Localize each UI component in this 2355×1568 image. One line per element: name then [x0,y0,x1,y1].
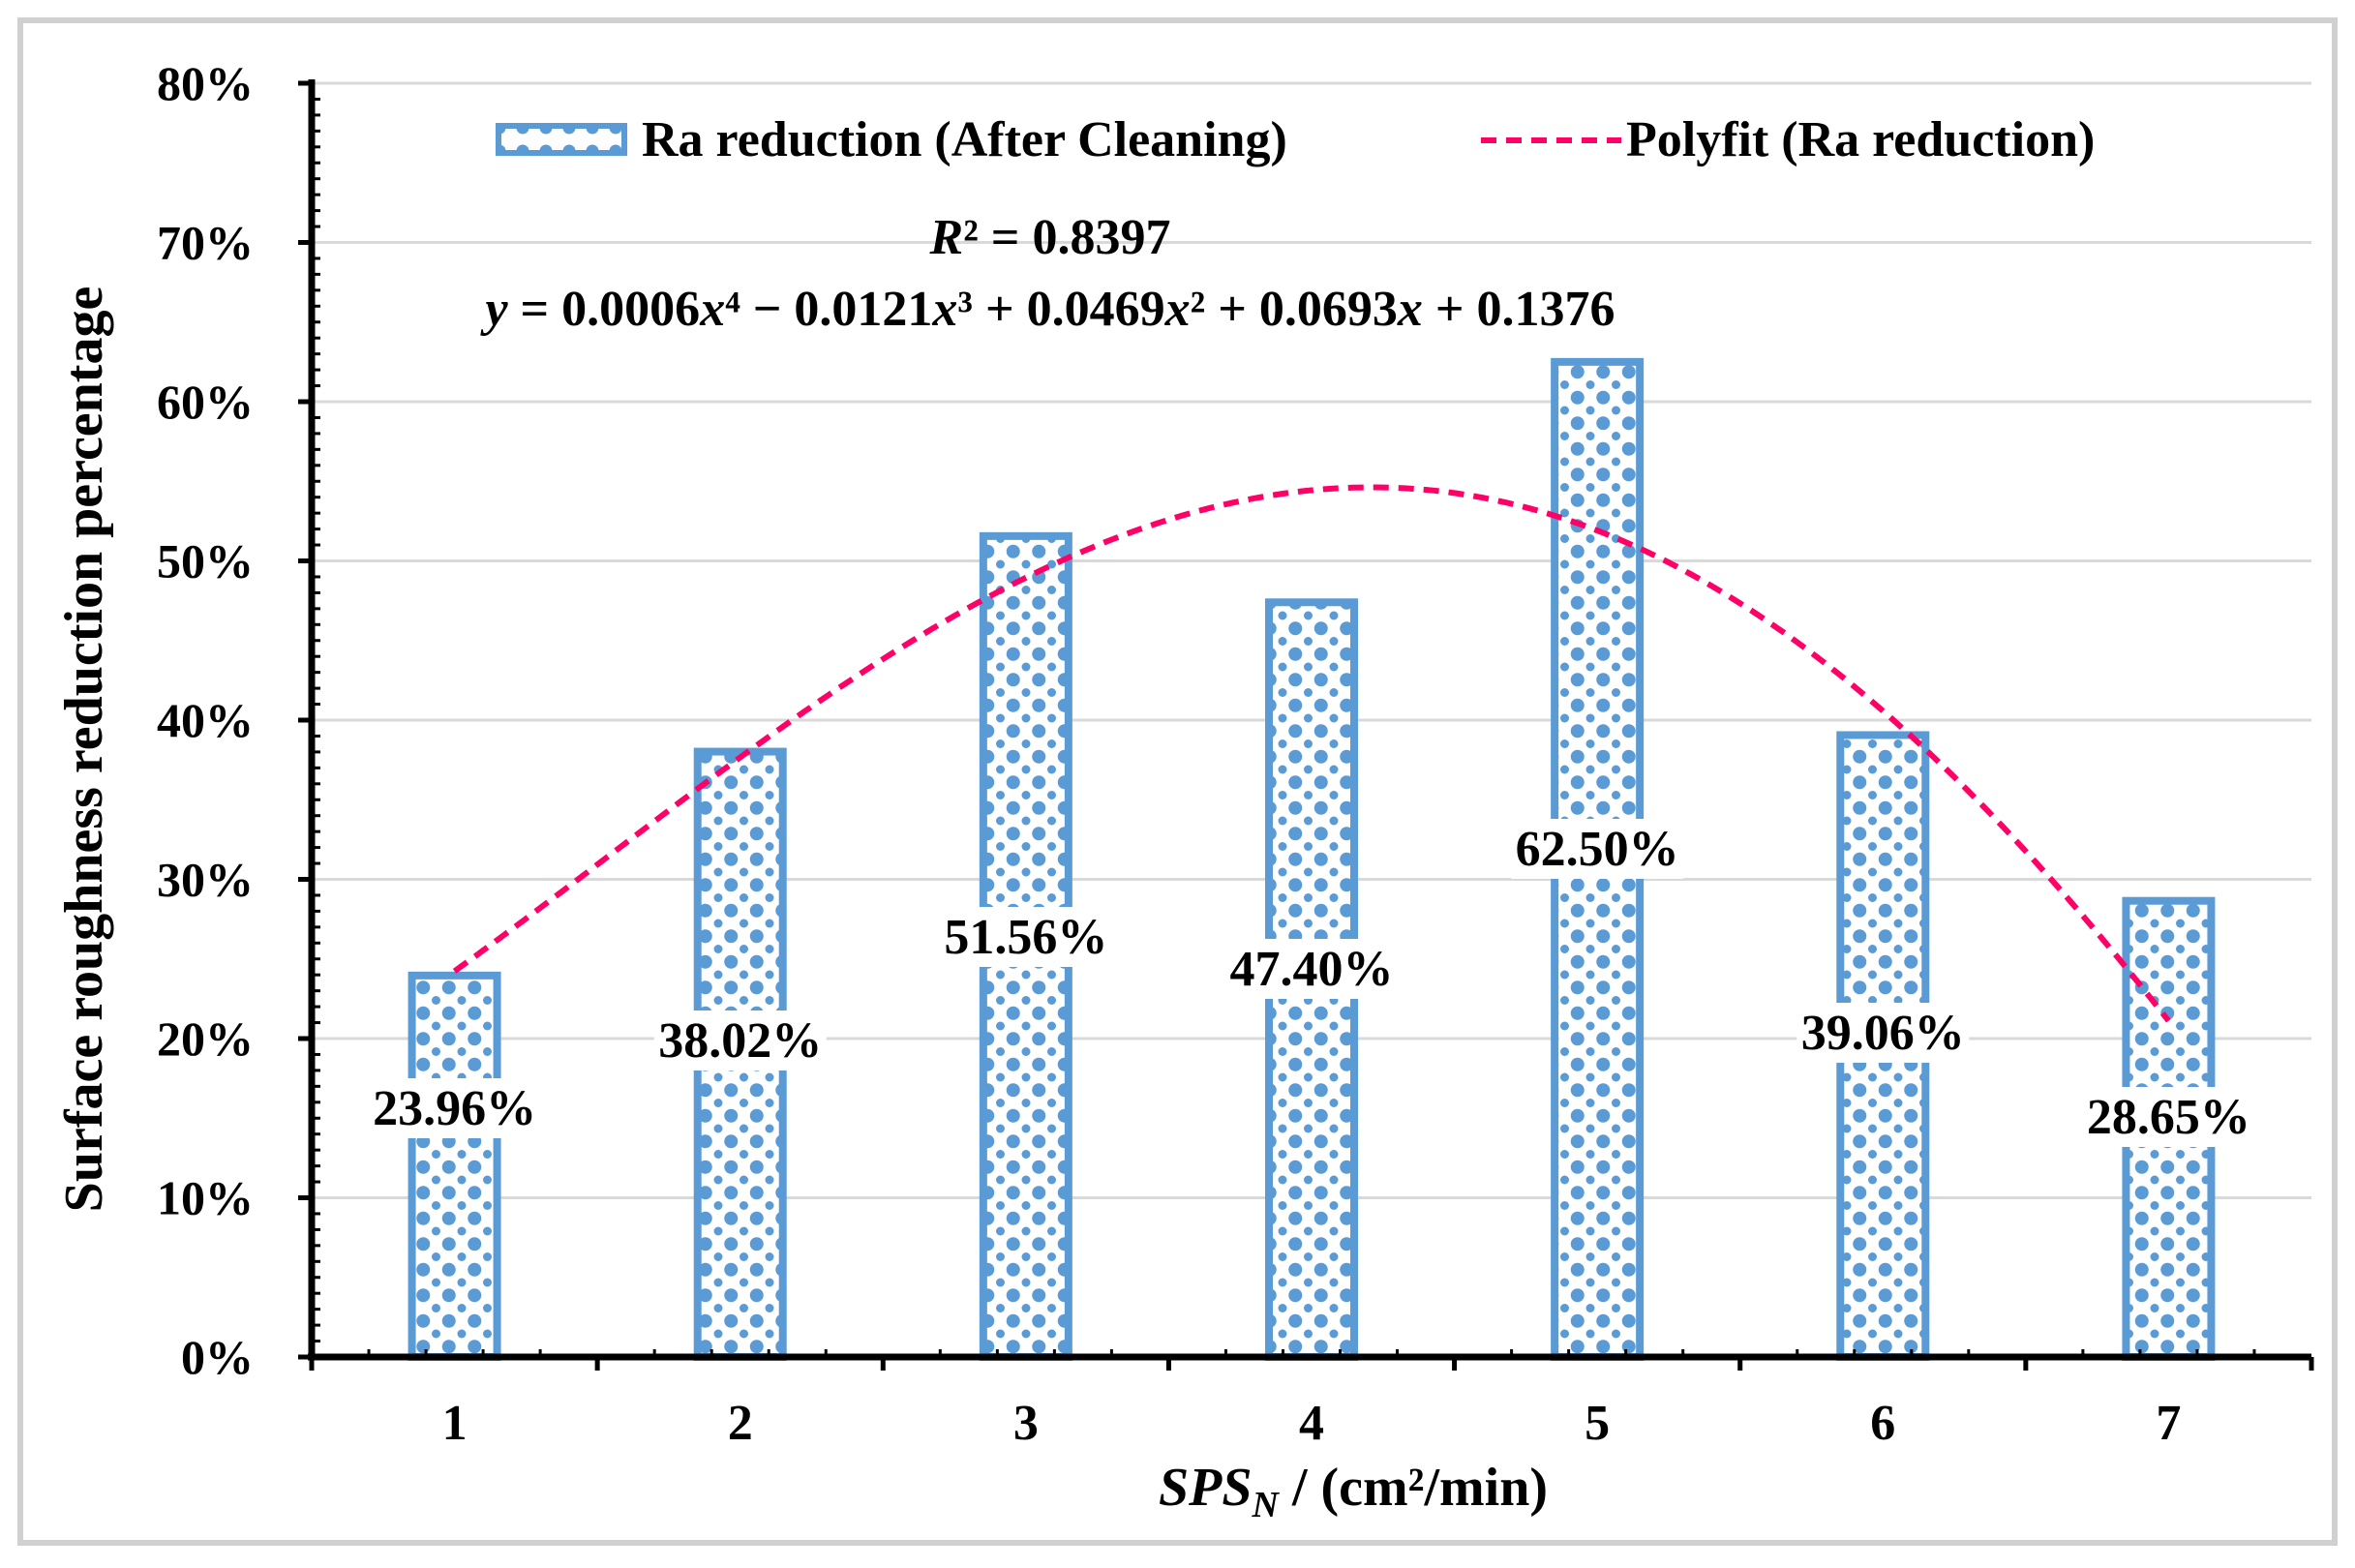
x-axis-label-main: SPS [1159,1458,1253,1518]
x-tick-label: 5 [1585,1396,1610,1451]
x-tick-label: 1 [442,1396,468,1451]
polyfit-trendline [452,484,2171,1023]
equation-term: ³ + 0.0469 [957,282,1164,337]
equation-variable: x [1397,282,1423,337]
legend-swatch-bar [496,123,627,156]
legend-label-trendline: Polyfit (Ra reduction) [1626,112,2095,167]
data-label: 47.40% [1230,942,1394,997]
y-tick-label: 20% [157,1011,254,1066]
y-tick-labels: 0% 10% 20% 30% 40% 50% 60% 70% 80% [157,56,254,1384]
x-tick-labels: 1 2 3 4 5 6 7 [442,1396,2182,1451]
x-tick-label: 3 [1013,1396,1039,1451]
data-label: 28.65% [2087,1090,2250,1145]
equation-variable: x [931,282,957,337]
equation-term: = 0.0006 [508,282,701,337]
equation-term: ² + 0.0693 [1191,282,1398,337]
y-tick-label: 60% [157,375,254,429]
data-label: 39.06% [1801,1006,1965,1061]
x-tick-label: 6 [1870,1396,1895,1451]
x-tick-label: 7 [2156,1396,2181,1451]
trendline-equation: y = 0.0006x⁴ − 0.0121x³ + 0.0469x² + 0.0… [479,282,1615,337]
equation-term: + 0.1376 [1423,282,1615,337]
r-squared-symbol: R [929,210,964,265]
y-tick-label: 30% [157,853,254,907]
y-tick-label: 70% [157,216,254,270]
data-label: 23.96% [373,1081,536,1136]
y-tick-label: 80% [157,56,254,110]
data-label: 62.50% [1516,822,1679,877]
x-tick-label: 2 [728,1396,753,1451]
data-label: 38.02% [658,1013,822,1069]
equation-variable: x [1164,282,1191,337]
data-label-background [653,1010,827,1070]
y-axis-label: Surface roughness reduction percentage [54,286,114,1213]
data-label-background [1511,819,1684,879]
data-label-background [368,1078,541,1138]
data-labels: 23.96% 38.02% 51.56% 47.40% 62.50% 39.06% 28.6… [368,819,2255,1147]
data-label-background [1796,1003,1970,1063]
equation-term: ⁴ − 0.0121 [725,282,932,337]
legend: Ra reduction (After Cleaning) Polyfit (R… [496,112,2095,167]
y-tick-label: 50% [157,534,254,588]
x-axis-label-unit: / (cm²/min) [1279,1458,1548,1518]
x-tick-label: 4 [1299,1396,1324,1451]
r-squared-annotation: R² = 0.8397 [929,210,1171,265]
y-tick-label: 10% [157,1171,254,1225]
x-axis-label-sub: N [1251,1485,1280,1525]
figure-border [17,17,2338,1546]
data-label-background [939,907,1112,967]
axes [298,79,2314,1371]
data-label-background [2082,1087,2255,1147]
y-tick-label: 0% [181,1330,254,1384]
data-label: 51.56% [944,910,1107,965]
equation-variable: x [699,282,725,337]
legend-label-bar: Ra reduction (After Cleaning) [642,112,1287,167]
r-squared-value: ² = 0.8397 [963,210,1170,265]
y-tick-label: 40% [157,693,254,747]
bar [408,971,501,1361]
x-axis-label: SPSN / (cm²/min) [1159,1458,1548,1525]
data-label-background [1225,939,1398,999]
